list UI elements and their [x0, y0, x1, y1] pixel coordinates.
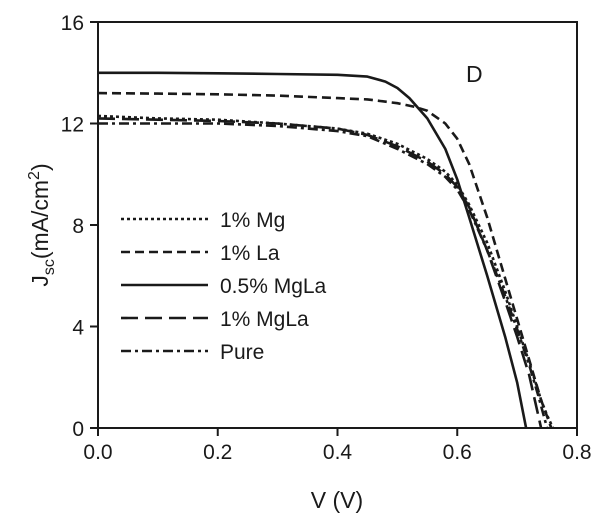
plot-frame — [97, 21, 578, 429]
legend: 1% Mg 1% La 0.5% MgLa 1% MgLa Pure — [121, 209, 327, 364]
y-tick-label: 0 — [72, 418, 84, 441]
series-line-0-5pct-mgla — [98, 71, 528, 429]
chart-marks — [97, 71, 555, 429]
legend-label-pure: Pure — [220, 341, 264, 364]
y-axis-label-units: (mA/cm — [27, 180, 53, 259]
x-tick-label: 0.8 — [562, 441, 591, 464]
axis-ticks: 0.0 0.2 0.4 0.6 0.8 0 4 8 12 16 — [61, 12, 592, 464]
legend-label-1pct-la: 1% La — [220, 242, 280, 265]
x-axis-label: V (V) — [311, 487, 363, 513]
legend-label-1pct-mgla: 1% MgLa — [220, 308, 309, 331]
x-tick-label: 0.0 — [83, 441, 112, 464]
panel-label: D — [466, 61, 483, 87]
x-tick-label: 0.6 — [443, 441, 472, 464]
y-tick-label: 8 — [72, 215, 84, 238]
y-tick-label: 16 — [61, 12, 84, 35]
legend-label-0-5pct-mgla: 0.5% MgLa — [220, 275, 327, 298]
series-line-1pct-la — [97, 91, 553, 429]
y-axis-label-superscript: 2 — [26, 171, 43, 180]
x-tick-label: 0.4 — [323, 441, 353, 464]
series-line-pure — [98, 122, 549, 429]
y-axis-label-close: ) — [27, 163, 53, 171]
y-axis-label-main: J — [27, 275, 53, 287]
y-tick-label: 4 — [72, 317, 84, 340]
y-axis-label-subscript: sc — [41, 259, 58, 275]
y-axis-label: Jsc(mA/cm2) — [26, 163, 58, 286]
series-line-1pct-mgla — [97, 117, 543, 429]
legend-label-1pct-mg: 1% Mg — [220, 209, 285, 232]
x-tick-label: 0.2 — [203, 441, 232, 464]
y-tick-label: 12 — [61, 114, 84, 137]
